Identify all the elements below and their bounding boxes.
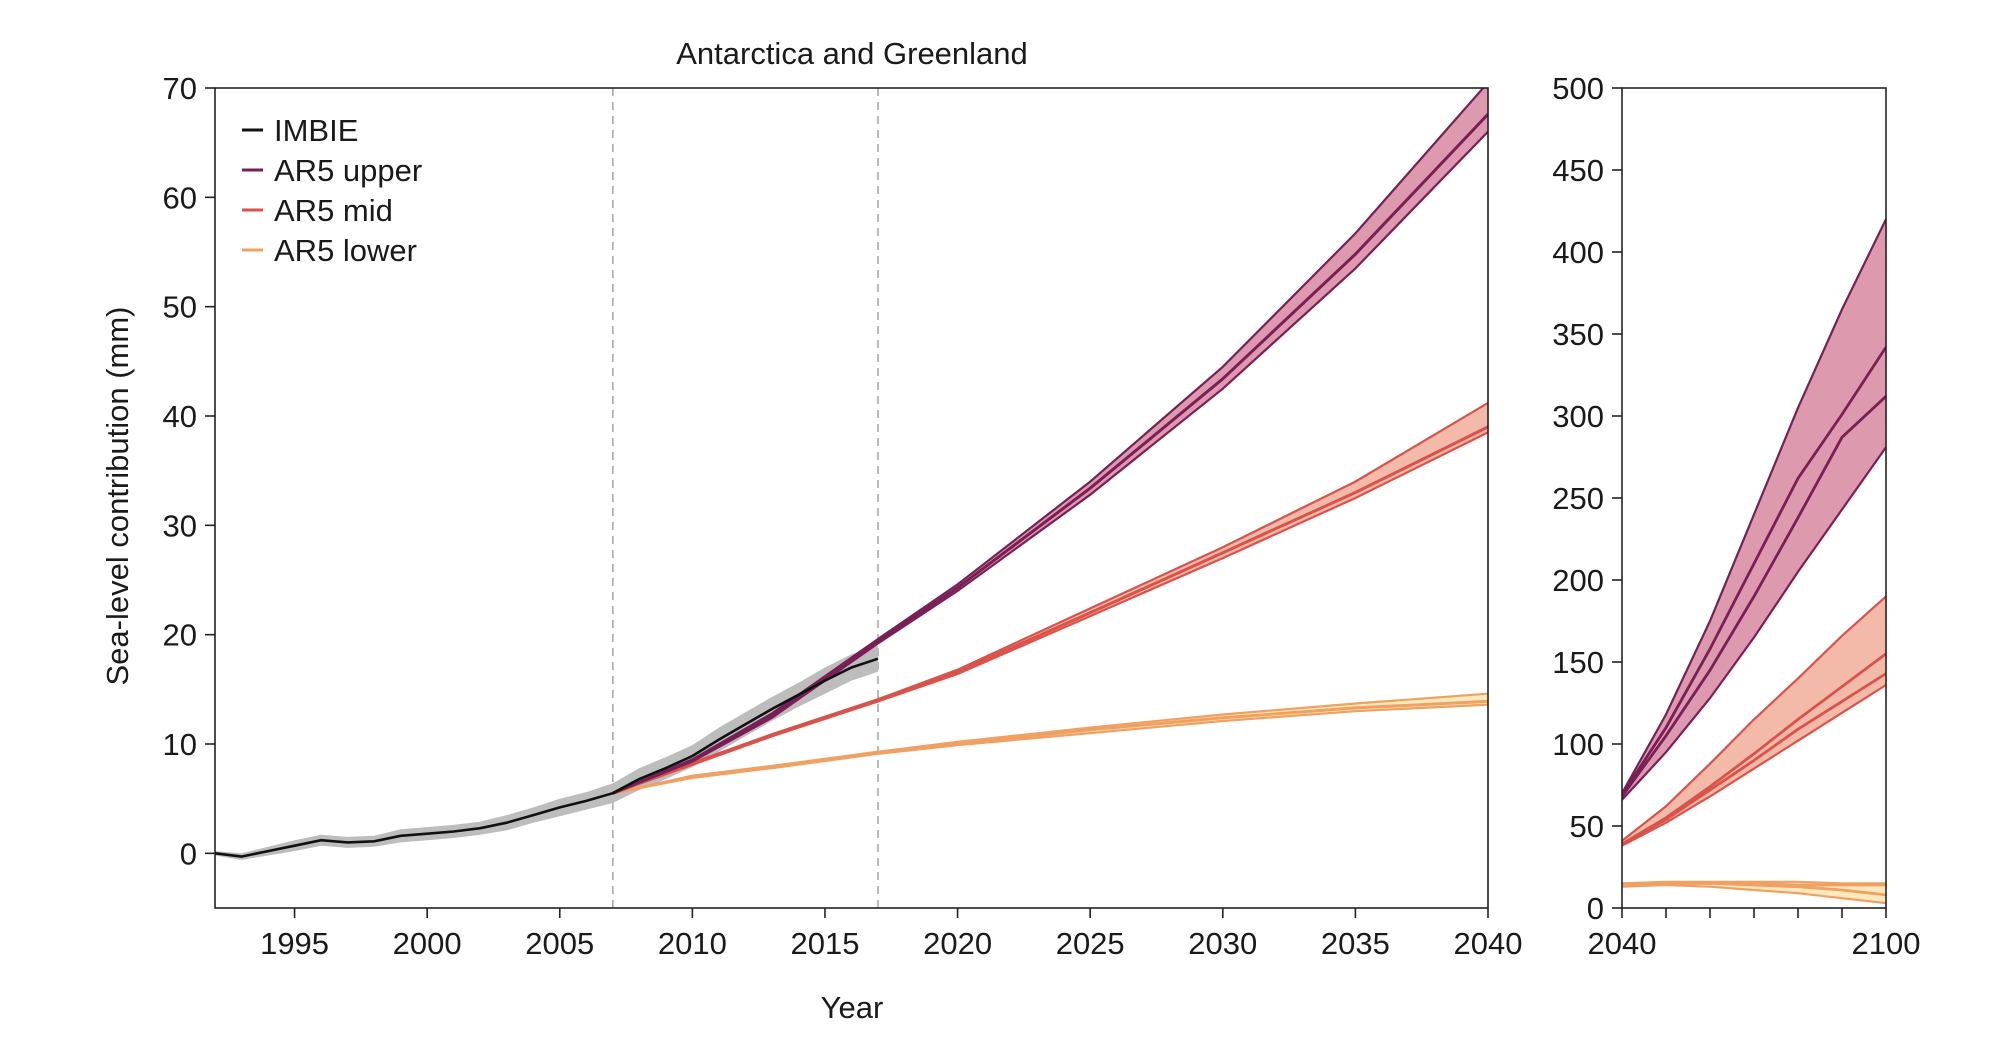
y-tick-label-350: 350 xyxy=(1552,317,1604,352)
ar5-upper-line xyxy=(612,113,1488,795)
ar5-lower-line-high xyxy=(612,692,1488,795)
left-panel: Antarctica and Greenland Sea-level contr… xyxy=(100,36,1522,1025)
y-tick-label-20: 20 xyxy=(163,618,197,653)
legend: IMBIE AR5 upper AR5 mid AR5 lower xyxy=(242,113,422,268)
ar5-upper-line-right-y-low xyxy=(1622,446,1886,801)
x-tick-label-2015: 2015 xyxy=(790,926,859,961)
ar5-upper-line-high xyxy=(612,88,1485,795)
y-tick-label-150: 150 xyxy=(1552,645,1604,680)
legend-label-ar5-mid: AR5 mid xyxy=(274,193,393,228)
plot-frame xyxy=(214,87,1489,909)
reference-lines xyxy=(612,88,879,908)
ar5-upper-line-right-y-mid2 xyxy=(1622,346,1886,796)
right-panel: 2040 2100 0 50 100 150 200 250 300 350 400 450 500 xyxy=(1552,71,1920,961)
y-tick-label-0: 0 xyxy=(1587,891,1604,926)
y-tick-label-100: 100 xyxy=(1552,727,1604,762)
imbie-band xyxy=(215,645,878,860)
y-tick-label-200: 200 xyxy=(1552,563,1604,598)
y-tick-label-30: 30 xyxy=(163,508,197,543)
y-axis: 0 10 20 30 40 50 60 70 xyxy=(163,71,215,871)
x-axis: 1995 2000 2005 2010 2015 2020 2025 2030 2035 2040 xyxy=(260,908,1522,961)
uncertainty-bands xyxy=(215,88,1488,860)
y-tick-label-400: 400 xyxy=(1552,235,1604,270)
x-tick-label-1995: 1995 xyxy=(260,926,329,961)
x-tick-label-2020: 2020 xyxy=(923,926,992,961)
y-tick-label-60: 60 xyxy=(163,180,197,215)
x-axis-label: Year xyxy=(821,990,884,1025)
legend-label-ar5-lower: AR5 lower xyxy=(274,233,417,268)
y-tick-label-250: 250 xyxy=(1552,481,1604,516)
ar5-upper-band xyxy=(612,88,1488,794)
plot-frame xyxy=(1621,87,1887,909)
y-tick-label-50: 50 xyxy=(163,290,197,325)
x-axis: 2040 2100 xyxy=(1588,908,1921,961)
ar5-lower-line-right-y-high xyxy=(1622,880,1886,885)
x-tick-label-2100: 2100 xyxy=(1852,926,1921,961)
x-tick-label-2035: 2035 xyxy=(1321,926,1390,961)
x-tick-label-2000: 2000 xyxy=(393,926,462,961)
y-tick-label-300: 300 xyxy=(1552,399,1604,434)
legend-label-imbie: IMBIE xyxy=(274,113,358,148)
ar5-lower-band xyxy=(612,693,1488,794)
ar5-mid-line-right-y-mid2 xyxy=(1622,652,1886,846)
legend-label-ar5-upper: AR5 upper xyxy=(274,153,422,188)
y-tick-label-70: 70 xyxy=(163,71,197,106)
y-axis-label: Sea-level contribution (mm) xyxy=(100,306,135,685)
x-tick-label-2025: 2025 xyxy=(1056,926,1125,961)
x-tick-label-2010: 2010 xyxy=(658,926,727,961)
ar5-mid-line-high xyxy=(612,401,1488,795)
y-tick-label-500: 500 xyxy=(1552,71,1604,106)
ar5-upper-line-right-y-mid xyxy=(1622,395,1886,798)
y-tick-label-10: 10 xyxy=(163,727,197,762)
y-tick-label-50: 50 xyxy=(1570,809,1604,844)
ar5-mid-line-right-y-low xyxy=(1622,684,1886,847)
y-tick-label-450: 450 xyxy=(1552,153,1604,188)
ar5-lower-line-right-y-low xyxy=(1622,883,1886,905)
y-tick-label-0: 0 xyxy=(180,836,197,871)
series-lines xyxy=(215,88,1488,858)
x-tick-label-2005: 2005 xyxy=(525,926,594,961)
ar5-upper-band-right xyxy=(1622,219,1886,800)
x-tick-label-2030: 2030 xyxy=(1188,926,1257,961)
ar5-upper-line-right-y-high xyxy=(1622,218,1886,794)
chart-title: Antarctica and Greenland xyxy=(676,36,1028,71)
imbie-line xyxy=(215,657,879,858)
x-tick-label-2040: 2040 xyxy=(1588,926,1657,961)
ar5-mid-line-right-y-high xyxy=(1622,595,1886,842)
ar5-lower-line-right-y-mid2 xyxy=(1622,882,1886,887)
series-lines xyxy=(1622,218,1886,905)
y-tick-label-40: 40 xyxy=(163,399,197,434)
y-axis: 0 50 100 150 200 250 300 350 400 450 500 xyxy=(1552,71,1622,926)
x-tick-label-2040: 2040 xyxy=(1454,926,1523,961)
ar5-mid-band-right xyxy=(1622,596,1886,846)
